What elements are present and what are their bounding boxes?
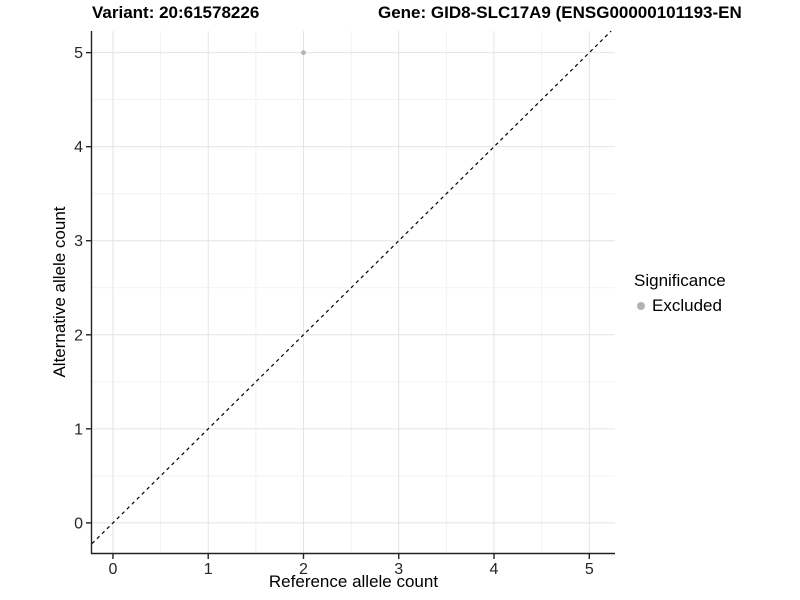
variant-title: Variant: 20:61578226: [92, 3, 260, 22]
x-tick-label: 1: [204, 561, 213, 578]
x-axis-title: Reference allele count: [268, 572, 439, 591]
y-tick-label: 3: [74, 233, 83, 250]
x-tick-label: 2: [299, 561, 308, 578]
x-tick-label: 0: [109, 561, 118, 578]
legend-entries: Excluded: [634, 296, 726, 316]
y-tick-label: 4: [74, 139, 83, 156]
legend-title: Significance: [634, 271, 726, 290]
identity-line: [91, 30, 612, 545]
legend-marker-dot: [637, 302, 645, 310]
data-point: [301, 50, 306, 56]
y-tick-label: 0: [74, 515, 83, 532]
x-tick-label: 3: [394, 561, 403, 578]
legend: Significance Excluded: [634, 271, 726, 316]
legend-entry-label: Excluded: [652, 296, 722, 315]
x-tick-label: 4: [490, 561, 499, 578]
y-tick-label: 1: [74, 421, 83, 438]
legend-entry: Excluded: [634, 296, 726, 316]
y-tick-label: 5: [74, 45, 83, 62]
x-tick-label: 5: [585, 561, 594, 578]
y-tick-label: 2: [74, 327, 83, 344]
y-axis-title: Alternative allele count: [50, 206, 69, 378]
gene-title: Gene: GID8-SLC17A9 (ENSG00000101193-EN: [378, 3, 742, 22]
